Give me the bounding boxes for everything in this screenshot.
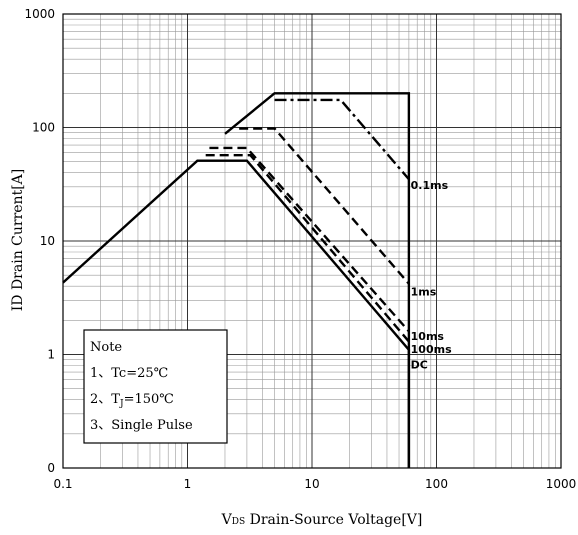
note-line-2-subscript: J (119, 399, 124, 409)
note-line-2-rest: =150℃ (124, 392, 174, 407)
y-tick-label: 10 (40, 234, 55, 248)
series-label-10ms: 10ms (411, 330, 445, 343)
note-title: Note (90, 340, 122, 355)
x-tick-label: 100 (425, 477, 448, 491)
series-line-10ms (209, 146, 410, 333)
series-line-limit-5 (224, 92, 411, 468)
x-tick-label: 1 (184, 477, 192, 491)
x-tick-labels: 0.1 1 10 100 1000 (53, 477, 576, 491)
series-label-1ms: 1ms (411, 285, 437, 298)
x-axis-title-subscript: DS (232, 517, 245, 527)
plot-frame (62, 13, 562, 469)
note-line-1: 1、Tc=25℃ (90, 366, 168, 381)
note-line-2: 2、TJ=150℃ (90, 392, 174, 409)
series-layer (62, 92, 411, 468)
series-line-1ms (239, 127, 410, 285)
x-tick-label: 10 (304, 477, 319, 491)
y-axis-title: ID Drain Current[A] (10, 169, 26, 312)
x-axis-title: VDS Drain-Source Voltage[V] (221, 512, 423, 528)
y-tick-label: 1 (47, 348, 55, 362)
x-axis-title-rest: Drain-Source Voltage[V] (245, 512, 422, 528)
series-label-0-1ms: 0.1ms (411, 179, 449, 192)
series-label-100ms: 100ms (411, 343, 452, 356)
y-tick-label: 100 (32, 121, 55, 135)
y-tick-labels: 0 1 10 100 1000 (24, 7, 55, 475)
note-line-2-prefix: 2、T (90, 392, 120, 407)
y-tick-label: 0 (47, 461, 55, 475)
note-box-frame (83, 329, 228, 444)
x-axis-title-prefix: V (221, 512, 233, 528)
x-tick-label: 1000 (546, 477, 577, 491)
note-line-3: 3、Single Pulse (90, 418, 193, 433)
x-tick-label: 0.1 (53, 477, 72, 491)
series-line-100ms (205, 154, 410, 343)
note-box: Note 1、Tc=25℃ 2、TJ=150℃ 3、Single Pulse (83, 329, 228, 444)
y-tick-label: 1000 (24, 7, 55, 21)
series-label-DC: DC (411, 358, 428, 371)
